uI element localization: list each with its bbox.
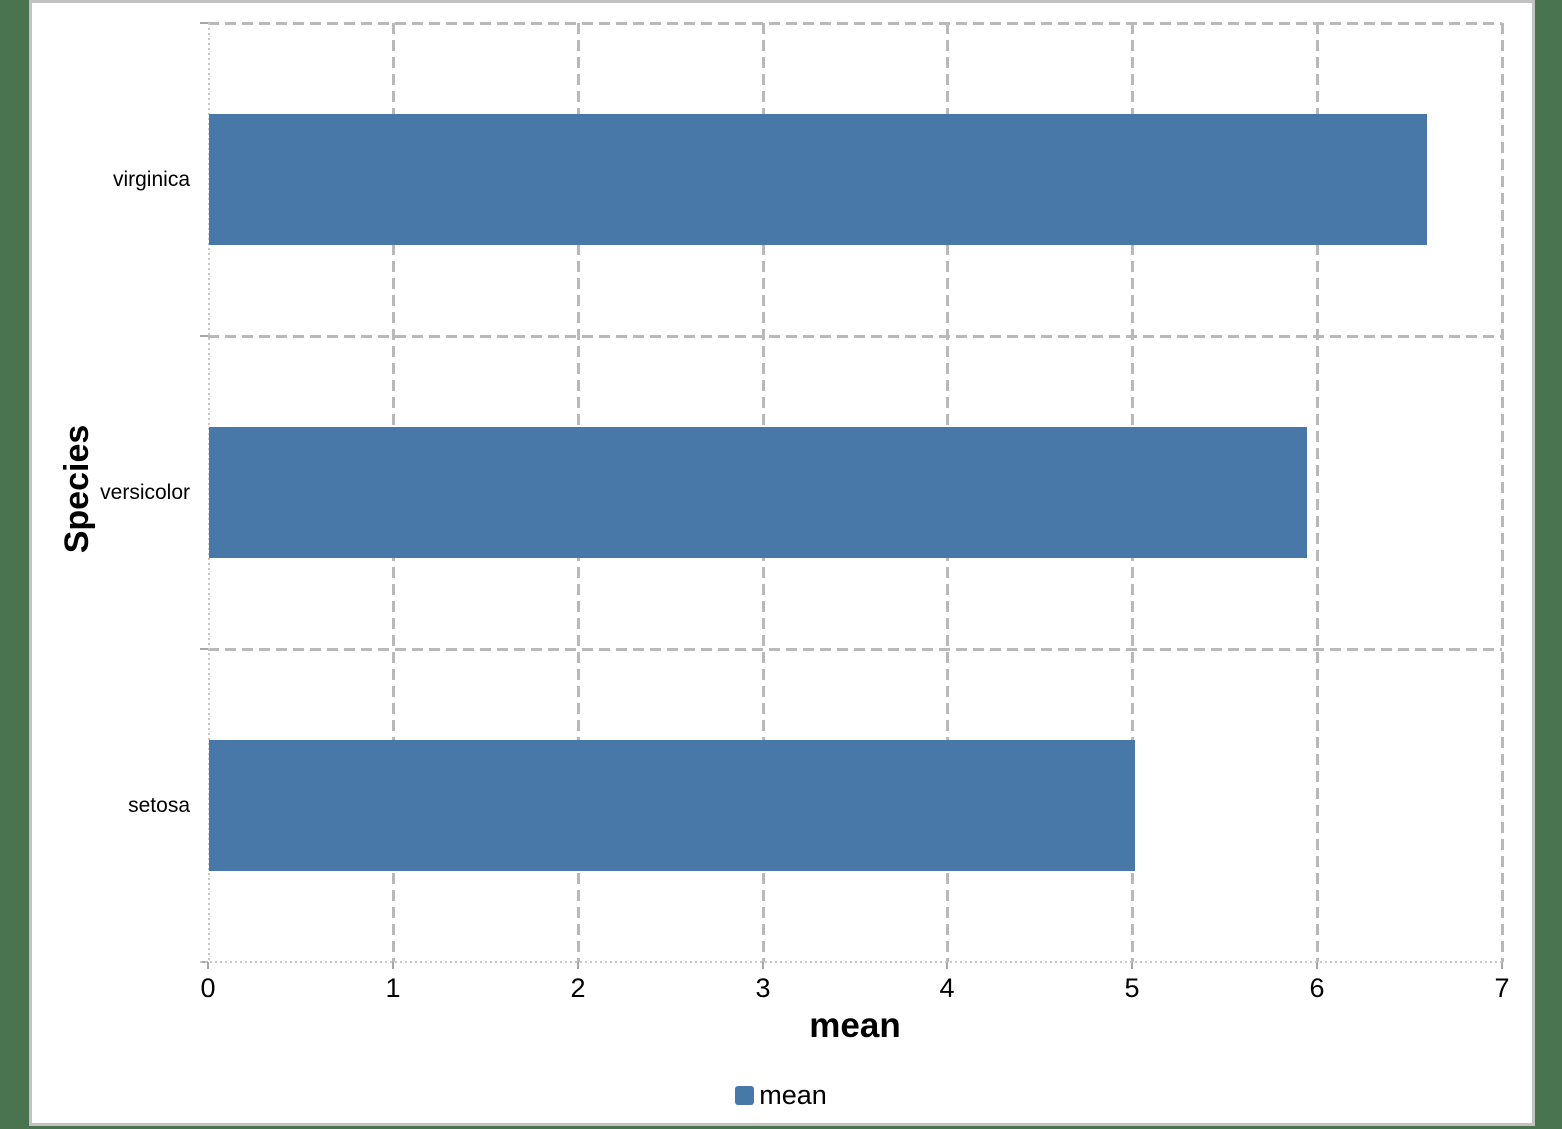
y-axis-title: Species — [58, 424, 96, 554]
x-axis-tick-mark — [207, 962, 209, 969]
legend-swatch-icon — [735, 1085, 755, 1105]
x-axis-tick-mark — [1131, 962, 1133, 969]
x-tick-label: 4 — [939, 973, 955, 1003]
bar-versicolor — [209, 427, 1307, 558]
x-tick-label: 7 — [1494, 973, 1510, 1003]
x-axis-tick-mark — [762, 962, 764, 969]
x-tick-label: 1 — [385, 973, 401, 1003]
x-axis-tick-mark — [392, 962, 394, 969]
category-label-setosa: setosa — [128, 794, 190, 817]
gridline-horizontal — [208, 335, 1502, 338]
bar-virginica — [209, 114, 1427, 245]
gridline-horizontal — [208, 22, 1502, 25]
y-axis-tick-mark — [200, 335, 208, 337]
legend: mean — [31, 1080, 1531, 1110]
legend-label: mean — [759, 1080, 827, 1110]
x-axis-title: mean — [809, 1006, 901, 1045]
x-tick-label: 3 — [755, 973, 771, 1003]
y-axis-tick-mark — [200, 22, 208, 24]
x-axis-tick-mark — [946, 962, 948, 969]
gridline-vertical — [1501, 23, 1504, 962]
x-tick-label: 2 — [570, 973, 586, 1003]
category-label-virginica: virginica — [112, 168, 190, 191]
x-axis-tick-mark — [1501, 962, 1503, 969]
x-axis-tick-mark — [577, 962, 579, 969]
gridline-horizontal — [208, 648, 1502, 651]
x-tick-label: 5 — [1124, 973, 1140, 1003]
plot-area: 0 1 2 3 4 5 6 7 virginica versicolor setosa — [100, 22, 1510, 1003]
bar-setosa — [209, 740, 1135, 871]
y-axis-tick-mark — [200, 648, 208, 650]
category-label-versicolor: versicolor — [100, 481, 190, 504]
gridline-vertical — [1316, 23, 1319, 962]
x-axis-line — [200, 961, 1502, 963]
x-tick-label: 0 — [200, 973, 216, 1003]
x-tick-label: 6 — [1309, 973, 1325, 1003]
x-axis-tick-mark — [1316, 962, 1318, 969]
